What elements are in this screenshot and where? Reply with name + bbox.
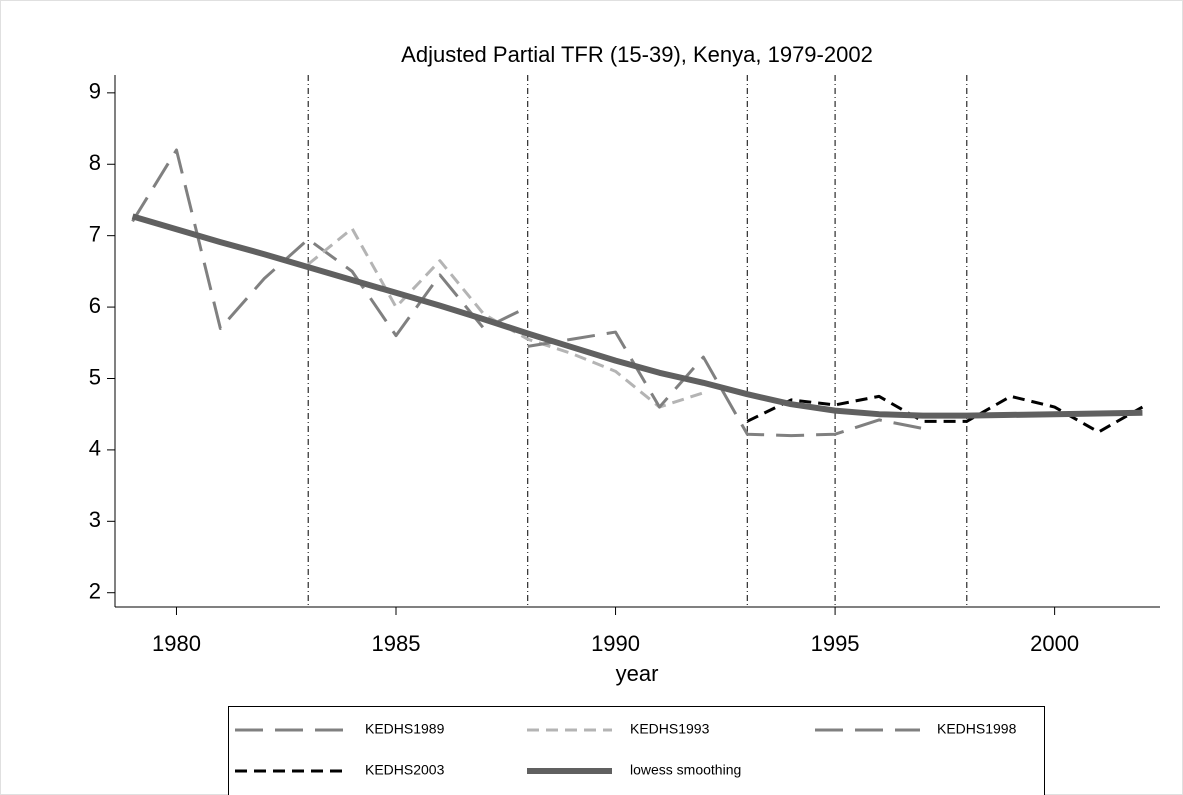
y-tick-label: 2 (89, 579, 101, 604)
series-line (527, 330, 924, 438)
x-tick-label: 1990 (591, 631, 640, 656)
x-tick-label: 1995 (811, 631, 860, 656)
legend-label: KEDHS1989 (365, 721, 445, 737)
x-tick-label: 2000 (1030, 631, 1079, 656)
x-tick-label: 1980 (152, 631, 201, 656)
y-tick-label: 4 (89, 436, 101, 461)
y-tick-label: 6 (89, 293, 101, 318)
x-axis-label: year (616, 661, 659, 686)
y-tick-label: 5 (89, 364, 101, 389)
legend-label: lowess smoothing (630, 762, 741, 778)
legend-label: KEDHS1993 (630, 721, 710, 737)
y-tick-label: 7 (89, 221, 101, 246)
x-tick-label: 1985 (372, 631, 421, 656)
series-line (131, 148, 529, 338)
series-line (746, 394, 1144, 434)
legend-box (228, 706, 1045, 795)
series-line (131, 213, 1143, 419)
y-tick-label: 8 (89, 150, 101, 175)
y-tick-label: 9 (89, 79, 101, 104)
legend-label: KEDHS1998 (937, 721, 1017, 737)
chart-title: Adjusted Partial TFR (15-39), Kenya, 197… (401, 42, 873, 67)
legend-label: KEDHS2003 (365, 762, 445, 778)
y-tick-label: 3 (89, 507, 101, 532)
